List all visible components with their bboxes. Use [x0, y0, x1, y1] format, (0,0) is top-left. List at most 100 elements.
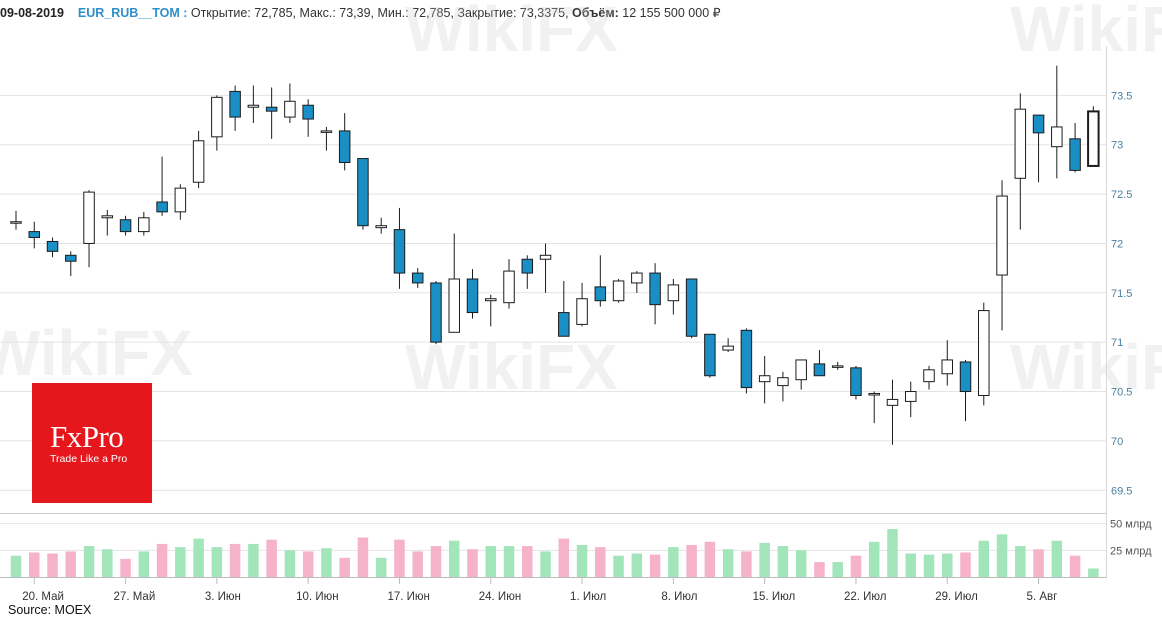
- volume-bar: [1051, 540, 1063, 577]
- price-tick-label: 72: [1111, 238, 1123, 250]
- candle-body: [558, 312, 570, 337]
- candle-body: [138, 217, 150, 233]
- quote-header: 09-08-2019 EUR_RUB__TOM : Открытие: 72,7…: [0, 5, 721, 20]
- volume-bar: [832, 562, 843, 577]
- volume-bar: [942, 553, 953, 577]
- volume-bar: [631, 553, 643, 577]
- candle-body: [631, 272, 643, 284]
- quote-date: 09-08-2019: [0, 6, 64, 20]
- volume-bar: [394, 539, 405, 577]
- volume-bar: [193, 538, 204, 577]
- volume-bar: [704, 541, 716, 577]
- volume-bar: [248, 543, 259, 577]
- watermark: WikiFX: [1010, 0, 1162, 65]
- candle-body: [777, 377, 789, 387]
- candle-body: [338, 130, 351, 163]
- candle-body: [101, 215, 114, 219]
- volume-bar: [1088, 568, 1099, 577]
- volume-bar: [868, 541, 880, 577]
- candle-body: [850, 367, 862, 396]
- volume-bar: [759, 542, 770, 577]
- volume-bar: [339, 557, 350, 577]
- candle-body: [10, 221, 22, 224]
- volume-bar: [668, 547, 679, 577]
- candle-body: [28, 231, 41, 239]
- candle-body: [119, 219, 132, 233]
- price-tick-label: 70: [1111, 436, 1123, 448]
- candle-body: [156, 201, 168, 213]
- candle-body: [320, 130, 333, 133]
- volume-bar: [887, 529, 898, 577]
- volume-bar: [686, 545, 697, 577]
- volume-bar: [302, 551, 314, 577]
- candle-body: [411, 272, 424, 284]
- candle-body: [886, 398, 899, 406]
- x-tick-label: 17. Июн: [387, 591, 429, 603]
- x-tick-label: 8. Июл: [661, 591, 697, 603]
- candle-body: [904, 391, 917, 402]
- volume-bar: [266, 539, 277, 577]
- volume-bar: [503, 546, 515, 577]
- price-tick-label: 71: [1111, 337, 1123, 349]
- volume-bar: [29, 552, 40, 577]
- candle-body: [393, 229, 406, 274]
- x-tick-label: 27. Май: [114, 591, 156, 603]
- volume-bar: [960, 552, 971, 577]
- volume-bar: [1069, 555, 1081, 577]
- source-note: Source: MOEX: [8, 603, 92, 617]
- candle-body: [265, 106, 278, 112]
- candle-body: [521, 258, 534, 274]
- candle-body: [667, 284, 680, 302]
- volume-bar: [10, 555, 22, 577]
- volume-bar: [722, 549, 734, 577]
- x-tick-label: 1. Июл: [570, 591, 606, 603]
- candle-body: [996, 195, 1008, 276]
- x-tick-label: 29. Июл: [935, 591, 978, 603]
- volume-bar: [996, 534, 1008, 577]
- candle-body: [923, 369, 935, 383]
- watermark: WikiFX: [405, 0, 618, 65]
- candle-body: [1032, 114, 1045, 134]
- volume-bar: [795, 550, 807, 577]
- candle-body: [302, 104, 314, 120]
- volume-bar: [814, 562, 825, 577]
- candlesticks: [10, 65, 1100, 445]
- volume-bar: [375, 557, 387, 577]
- candle-body: [978, 310, 990, 396]
- volume-bar: [102, 549, 113, 577]
- candle-body: [758, 375, 771, 383]
- candle-body: [65, 254, 77, 262]
- ohlc-summary: Открытие: 72,785, Макс.: 73,39, Мин.: 72…: [187, 6, 573, 20]
- volume-bar: [156, 543, 168, 577]
- candle-body: [192, 140, 205, 183]
- volume-bar: [448, 540, 460, 577]
- volume-bar: [485, 546, 497, 577]
- grid-lines: [0, 94, 1106, 551]
- candle-body: [722, 345, 734, 351]
- candle-body: [576, 298, 588, 325]
- volume-bar: [284, 550, 296, 577]
- candle-body: [174, 187, 187, 213]
- volume-bar: [777, 546, 789, 577]
- x-tick-label: 5. Авг: [1027, 591, 1058, 603]
- volume-bar: [229, 543, 241, 577]
- candle-body: [1069, 138, 1081, 171]
- volume-tick-label: 50 млрд: [1110, 519, 1152, 531]
- watermark: WikiFX: [405, 331, 618, 403]
- candle-body: [229, 90, 241, 118]
- candle-body: [466, 278, 479, 314]
- candle-body: [704, 333, 716, 377]
- volume-bar: [430, 546, 442, 577]
- volume-bar: [522, 546, 533, 577]
- candle-body: [1087, 110, 1100, 167]
- ticker-symbol[interactable]: EUR_RUB__TOM :: [77, 6, 188, 20]
- logo-slogan: Trade Like a Pro: [50, 453, 128, 465]
- candle-body: [813, 363, 826, 377]
- volume-bar: [321, 548, 332, 577]
- volume-bar: [175, 547, 186, 577]
- volume-bar: [83, 546, 95, 577]
- volume-value: 12 155 500 000 ₽: [618, 6, 721, 20]
- price-tick-label: 70.5: [1111, 387, 1132, 399]
- volume-bar: [47, 553, 58, 577]
